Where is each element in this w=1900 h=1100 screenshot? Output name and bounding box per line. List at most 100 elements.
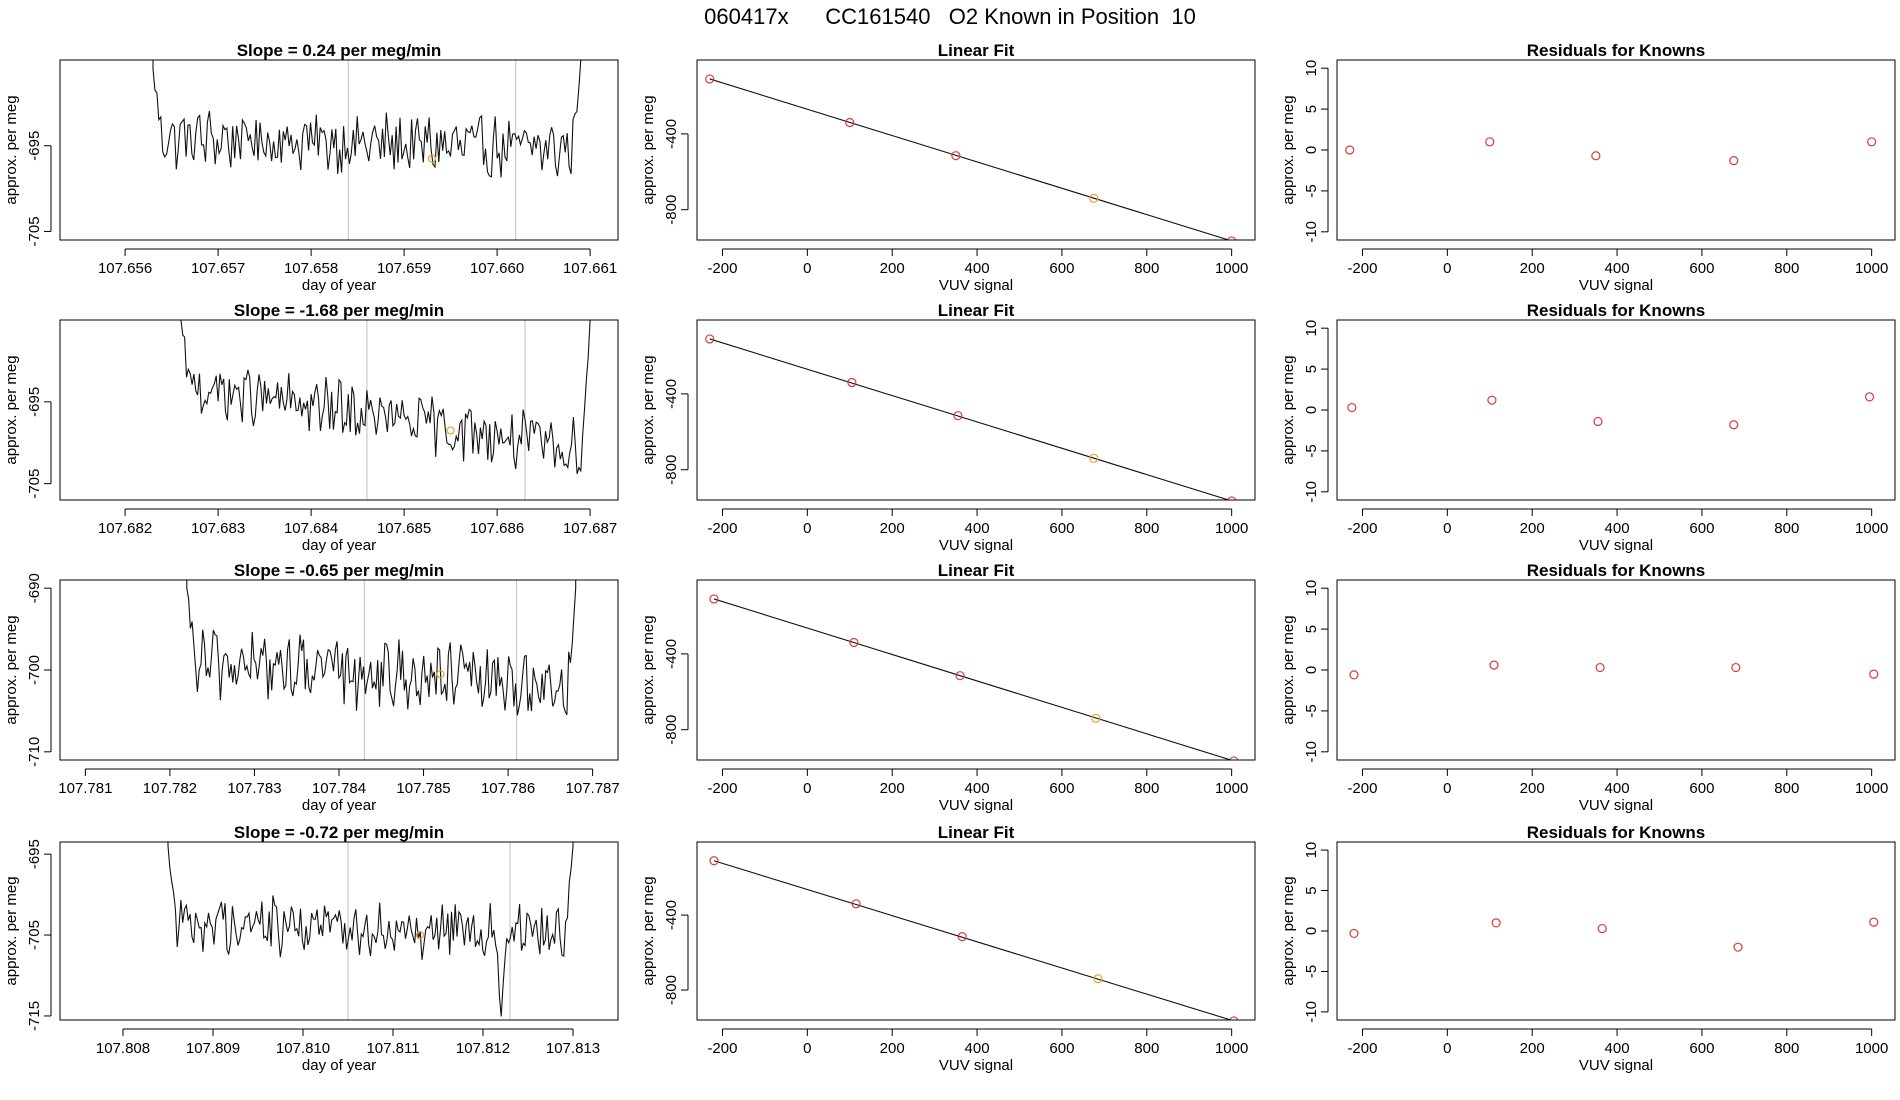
x-tick-label: 0 [803,1040,811,1057]
x-tick-label: 107.811 [366,1040,419,1057]
y-tick-label: 5 [1303,886,1320,894]
data-point [1229,756,1239,760]
y-tick-label: 0 [1303,406,1320,414]
panel-title: Slope = 0.24 per meg/min [237,41,442,60]
x-tick-label: 400 [1605,780,1630,797]
y-axis-label: approx. per meg [640,95,657,204]
data-point [1489,660,1499,670]
x-axis-label: day of year [302,277,376,294]
x-tick-label: 200 [1520,780,1545,797]
x-tick-label: 107.808 [96,1040,150,1057]
x-tick-label: -200 [707,780,737,797]
x-tick-label: 600 [1049,1040,1074,1057]
y-tick-label: -690 [26,573,43,603]
x-tick-label: 800 [1134,520,1159,537]
y-tick-label: -800 [663,455,680,485]
x-tick-label: 1000 [1855,1040,1888,1057]
x-tick-label: -200 [707,520,737,537]
y-tick-label: -400 [663,119,680,149]
x-tick-label: 0 [1443,260,1451,277]
data-point [1091,713,1101,723]
plot-frame [1336,59,1896,241]
data-point [951,151,961,161]
x-tick-label: 107.784 [312,780,366,797]
y-tick-label: 10 [1303,320,1320,337]
y-tick-label: -705 [26,469,43,499]
y-tick-label: -800 [663,715,680,745]
x-tick-label: 0 [1443,1040,1451,1057]
data-point [1345,145,1355,155]
x-axis-label: VUV signal [1579,1057,1653,1074]
x-tick-label: 107.785 [396,780,450,797]
x-axis-label: day of year [302,797,376,814]
data-trace [186,580,577,716]
panel-title: Slope = -1.68 per meg/min [234,301,444,320]
x-axis-label: VUV signal [939,797,1013,814]
data-point [705,334,715,344]
y-axis-label: approx. per meg [3,615,20,724]
x-tick-label: -200 [707,260,737,277]
x-axis-label: day of year [302,1057,376,1074]
x-tick-label: 0 [803,780,811,797]
x-tick-label: 600 [1049,780,1074,797]
data-point [1227,496,1237,500]
y-tick-label: 10 [1303,580,1320,597]
data-layer [186,580,577,716]
data-layer [1347,392,1875,430]
y-axis-label: approx. per meg [1280,355,1297,464]
data-point [1595,662,1605,673]
data-trace [180,320,591,475]
panel-title: Linear Fit [938,561,1015,580]
data-layer [709,594,1239,760]
x-tick-label: 1000 [1215,780,1248,797]
data-point [1227,236,1237,240]
plot-frame [59,59,619,241]
x-tick-label: 1000 [1215,260,1248,277]
data-point [1089,193,1099,203]
y-tick-label: -705 [26,920,43,950]
x-tick-label: 0 [803,260,811,277]
x-tick-label: 400 [965,1040,990,1057]
panel-title: Slope = -0.72 per meg/min [234,823,444,842]
y-tick-label: 10 [1303,60,1320,77]
panel-title: Residuals for Knowns [1527,301,1706,320]
y-tick-label: -710 [26,737,43,767]
plot-frame [59,579,619,761]
panel-title: Linear Fit [938,823,1015,842]
data-point [953,411,963,421]
x-tick-label: 600 [1689,1040,1714,1057]
x-tick-label: 400 [965,780,990,797]
x-tick-label: 1000 [1855,520,1888,537]
x-tick-label: 800 [1134,1040,1159,1057]
data-layer [1349,917,1879,952]
fit-line [713,860,1233,1020]
x-tick-label: 107.659 [377,260,431,277]
y-tick-label: -695 [26,839,43,869]
data-layer [705,74,1237,240]
x-tick-label: 1000 [1855,780,1888,797]
panel-r4-c2: Linear Fit -200 0 200 400 600 800 1000 VUV signa… [640,823,1256,1074]
data-point [1089,453,1099,463]
data-point [1591,151,1601,161]
y-tick-label: -400 [663,639,680,669]
fit-line [709,78,1231,240]
x-tick-label: 107.810 [276,1040,330,1057]
data-point [1229,1016,1239,1020]
x-tick-label: 400 [965,520,990,537]
data-point [1867,137,1877,147]
x-tick-label: 800 [1774,780,1799,797]
y-axis-label: approx. per meg [640,355,657,464]
y-tick-label: -800 [663,195,680,225]
y-tick-label: -5 [1303,704,1320,717]
x-tick-label: 400 [965,260,990,277]
x-tick-label: 400 [1605,260,1630,277]
x-tick-label: 0 [803,520,811,537]
data-layer [152,60,582,178]
x-tick-label: 107.685 [377,520,431,537]
x-tick-label: 200 [880,520,905,537]
y-tick-label: -705 [26,216,43,246]
y-tick-label: 5 [1303,625,1320,633]
x-tick-label: 107.660 [470,260,524,277]
